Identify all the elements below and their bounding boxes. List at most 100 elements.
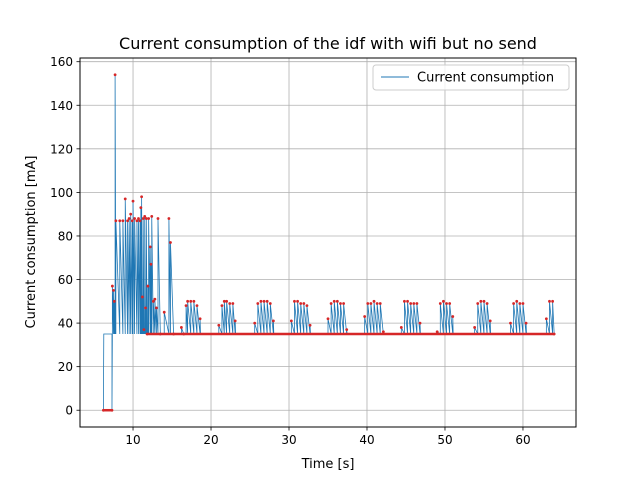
data-point [121,219,125,223]
data-point [140,295,144,299]
data-point [192,299,196,303]
data-point [482,299,486,303]
data-point [415,302,419,305]
data-point [524,321,528,325]
data-point [438,302,442,305]
data-point [378,302,382,305]
data-point [148,245,152,249]
legend-entry-label: Current consumption [417,71,554,86]
data-point [150,214,154,218]
data-point [158,332,162,336]
data-point [149,262,153,266]
data-point [131,199,135,203]
data-point [268,302,272,305]
data-point [133,217,136,220]
axes-frame [79,57,577,428]
x-tick-label: 10 [125,433,140,447]
data-point [512,302,516,305]
data-point [488,319,492,323]
data-point [186,299,190,303]
data-point [172,332,175,336]
data-point [141,217,145,220]
data-point [231,302,235,305]
data-point [448,302,452,305]
data-point [195,304,199,308]
data-point [198,317,202,321]
data-point [144,306,147,310]
data-point [403,299,406,303]
y-tick-label: 80 [58,229,73,243]
data-point [302,302,306,305]
data-point [144,217,148,220]
data-point [137,217,140,220]
data-point [167,217,171,220]
data-point [113,73,117,77]
data-point [435,330,439,334]
data-point [509,321,512,325]
data-point [228,302,232,305]
y-tick-label: 0 [65,404,73,418]
data-point [329,302,333,305]
plot-area [101,73,556,412]
data-point [366,302,370,305]
data-point [129,212,133,216]
data-point [130,219,134,223]
data-point [217,323,221,327]
data-point [262,299,266,303]
grid-lines [80,58,576,427]
data-point [299,302,303,305]
data-point [332,299,336,303]
chart-title: Current consumption of the idf with wifi… [119,34,537,53]
data-point [308,323,312,327]
data-point [476,302,480,305]
data-point [101,408,105,412]
data-point [293,299,296,303]
y-tick-label: 160 [50,55,73,69]
data-point [256,302,260,305]
data-point [156,217,160,220]
data-point [162,310,166,314]
y-tick-label: 140 [50,99,73,113]
data-point [151,299,155,303]
y-axis-ticks: 0 20 40 60 80 100 120 140 160 [50,55,80,418]
data-point [179,326,183,329]
legend: Current consumption [372,64,570,91]
data-point [143,214,147,218]
legend-box [372,64,570,91]
x-tick-label: 30 [281,433,296,447]
data-point [372,299,376,303]
y-tick-label: 20 [58,360,73,374]
y-axis-label: Current consumption [mA] [24,156,39,329]
x-axis-ticks: 10 20 30 40 50 60 [125,427,531,447]
data-point [406,299,409,303]
data-point [140,195,144,199]
data-point [363,315,367,318]
data-point [184,304,188,308]
y-tick-label: 40 [58,317,73,331]
data-point [182,332,186,336]
data-point [126,219,129,223]
data-point [145,332,149,336]
data-point [169,241,172,244]
data-point [375,302,379,305]
data-point [233,319,237,323]
data-point [146,284,150,288]
data-point [189,299,193,303]
data-point [515,299,519,303]
data-point [412,302,416,305]
data-point [409,302,413,305]
data-point [518,302,522,305]
data-point [521,302,525,305]
data-point [342,302,345,305]
data-point [123,197,127,201]
data-point [305,304,309,308]
data-point [110,284,114,288]
data-point [253,321,257,325]
data-point [110,408,114,412]
y-tick-label: 60 [58,273,73,287]
data-point [445,302,448,305]
x-tick-label: 50 [437,433,452,447]
data-point [265,299,269,303]
data-point [451,315,455,318]
